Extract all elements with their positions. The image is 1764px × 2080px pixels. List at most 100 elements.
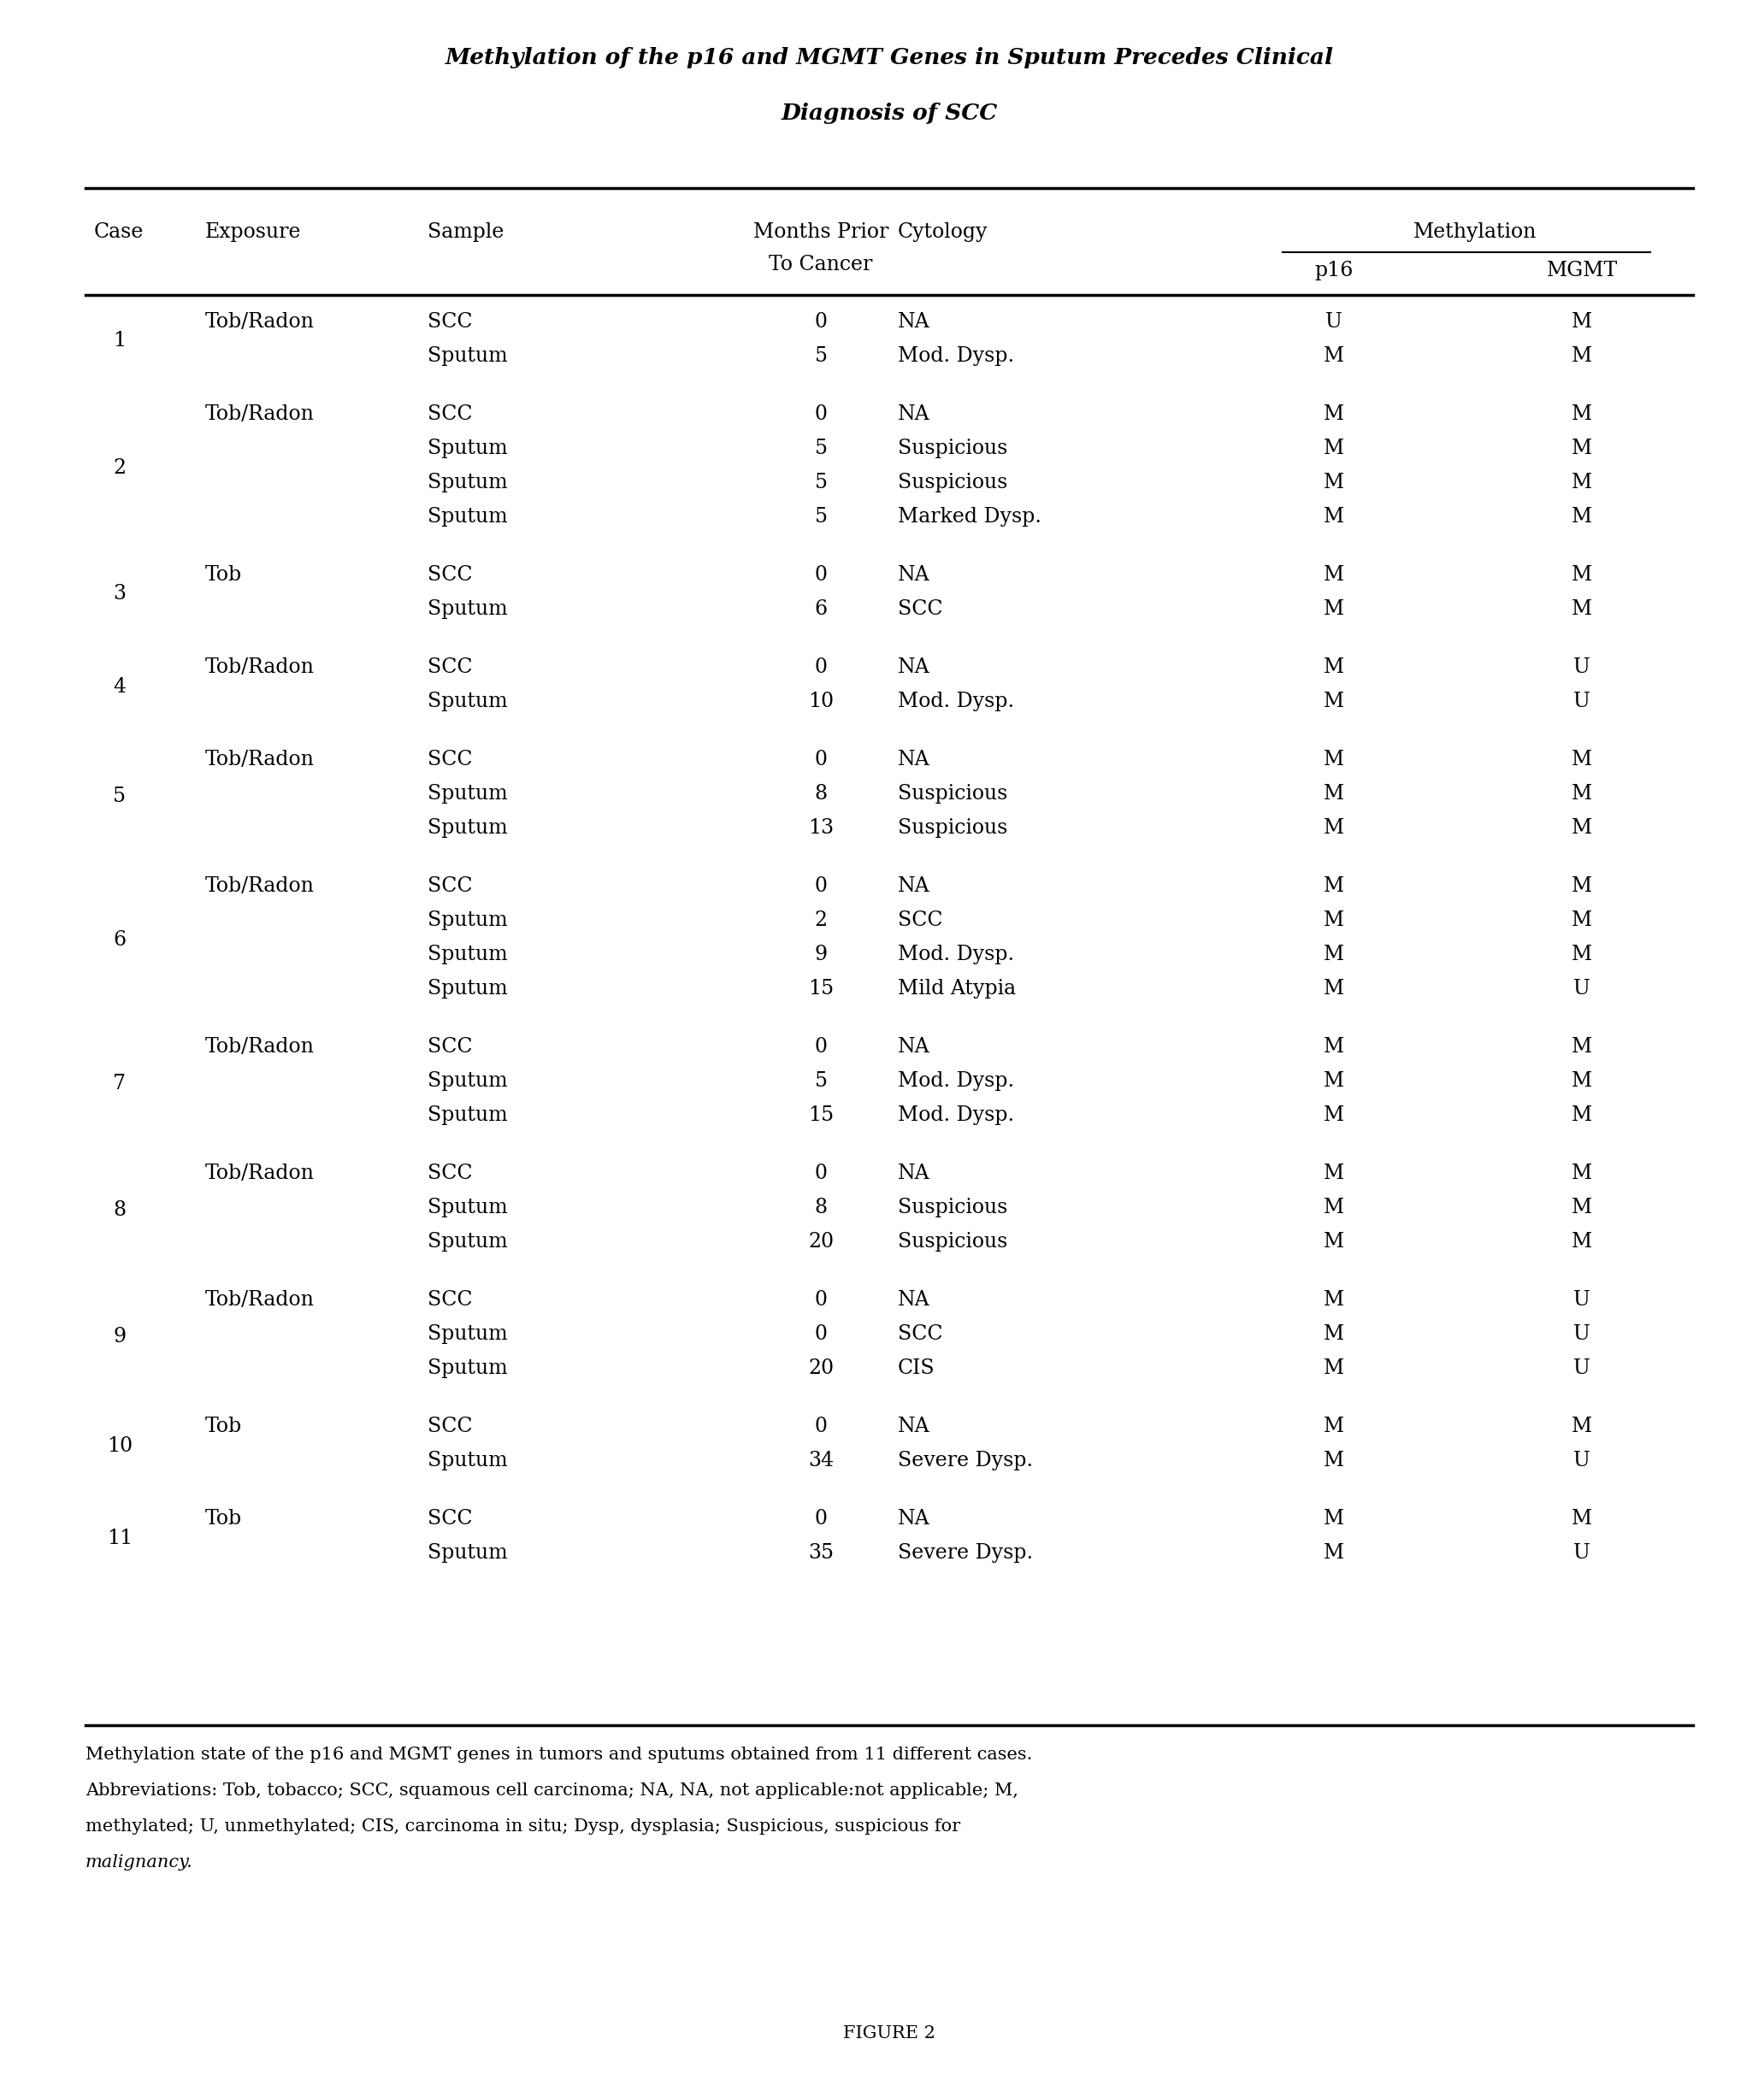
Text: M: M — [1572, 312, 1593, 331]
Text: SCC: SCC — [427, 312, 473, 331]
Text: Sputum: Sputum — [427, 472, 508, 493]
Text: NA: NA — [898, 566, 930, 584]
Text: NA: NA — [898, 312, 930, 331]
Text: Sputum: Sputum — [427, 911, 508, 930]
Text: Abbreviations: Tob, tobacco; SCC, squamous cell carcinoma; NA, NA, not applicabl: Abbreviations: Tob, tobacco; SCC, squamo… — [85, 1783, 1018, 1799]
Text: 20: 20 — [808, 1358, 834, 1379]
Text: SCC: SCC — [427, 1038, 473, 1057]
Text: M: M — [1572, 784, 1593, 803]
Text: Suspicious: Suspicious — [898, 472, 1007, 493]
Text: 8: 8 — [815, 1198, 827, 1217]
Text: M: M — [1323, 1038, 1344, 1057]
Text: NA: NA — [898, 657, 930, 678]
Text: 6: 6 — [113, 930, 127, 948]
Text: Sputum: Sputum — [427, 1325, 508, 1344]
Text: SCC: SCC — [427, 1163, 473, 1184]
Text: M: M — [1323, 1358, 1344, 1379]
Text: M: M — [1572, 1198, 1593, 1217]
Text: M: M — [1323, 1198, 1344, 1217]
Text: Marked Dysp.: Marked Dysp. — [898, 508, 1041, 526]
Text: 0: 0 — [815, 657, 827, 678]
Text: U: U — [1573, 693, 1591, 711]
Text: M: M — [1323, 657, 1344, 678]
Text: SCC: SCC — [427, 657, 473, 678]
Text: 0: 0 — [815, 566, 827, 584]
Text: M: M — [1323, 345, 1344, 366]
Text: U: U — [1325, 312, 1342, 331]
Text: 5: 5 — [815, 439, 827, 458]
Text: Tob/Radon: Tob/Radon — [205, 1290, 314, 1310]
Text: M: M — [1572, 944, 1593, 965]
Text: 0: 0 — [815, 749, 827, 770]
Text: Mod. Dysp.: Mod. Dysp. — [898, 944, 1014, 965]
Text: Tob/Radon: Tob/Radon — [205, 404, 314, 424]
Text: M: M — [1323, 749, 1344, 770]
Text: 20: 20 — [808, 1231, 834, 1252]
Text: NA: NA — [898, 749, 930, 770]
Text: M: M — [1572, 1104, 1593, 1125]
Text: NA: NA — [898, 404, 930, 424]
Text: Sample: Sample — [427, 223, 505, 241]
Text: M: M — [1323, 1450, 1344, 1471]
Text: malignancy.: malignancy. — [85, 1853, 192, 1870]
Text: Methylation state of the p16 and MGMT genes in tumors and sputums obtained from : Methylation state of the p16 and MGMT ge… — [85, 1747, 1032, 1764]
Text: 0: 0 — [815, 1163, 827, 1184]
Text: Tob: Tob — [205, 1508, 242, 1529]
Text: 8: 8 — [113, 1200, 127, 1219]
Text: Months Prior: Months Prior — [753, 223, 889, 241]
Text: 5: 5 — [815, 345, 827, 366]
Text: Suspicious: Suspicious — [898, 1231, 1007, 1252]
Text: U: U — [1573, 1543, 1591, 1562]
Text: 10: 10 — [108, 1435, 132, 1456]
Text: M: M — [1572, 1071, 1593, 1090]
Text: M: M — [1323, 439, 1344, 458]
Text: M: M — [1323, 944, 1344, 965]
Text: U: U — [1573, 1325, 1591, 1344]
Text: Sputum: Sputum — [427, 599, 508, 620]
Text: Severe Dysp.: Severe Dysp. — [898, 1450, 1034, 1471]
Text: 0: 0 — [815, 1508, 827, 1529]
Text: M: M — [1323, 817, 1344, 838]
Text: Suspicious: Suspicious — [898, 817, 1007, 838]
Text: Sputum: Sputum — [427, 944, 508, 965]
Text: Cytology: Cytology — [898, 223, 988, 241]
Text: 9: 9 — [113, 1327, 127, 1346]
Text: NA: NA — [898, 876, 930, 896]
Text: Sputum: Sputum — [427, 1543, 508, 1562]
Text: M: M — [1572, 404, 1593, 424]
Text: Sputum: Sputum — [427, 508, 508, 526]
Text: NA: NA — [898, 1163, 930, 1184]
Text: Sputum: Sputum — [427, 817, 508, 838]
Text: U: U — [1573, 980, 1591, 998]
Text: 15: 15 — [808, 1104, 834, 1125]
Text: 35: 35 — [808, 1543, 834, 1562]
Text: M: M — [1323, 599, 1344, 620]
Text: Sputum: Sputum — [427, 693, 508, 711]
Text: 2: 2 — [113, 458, 127, 478]
Text: SCC: SCC — [427, 749, 473, 770]
Text: M: M — [1572, 508, 1593, 526]
Text: U: U — [1573, 657, 1591, 678]
Text: Exposure: Exposure — [205, 223, 302, 241]
Text: 4: 4 — [113, 676, 127, 697]
Text: M: M — [1323, 1543, 1344, 1562]
Text: M: M — [1323, 404, 1344, 424]
Text: Tob: Tob — [205, 1416, 242, 1437]
Text: Case: Case — [93, 223, 145, 241]
Text: 11: 11 — [108, 1529, 132, 1548]
Text: 9: 9 — [815, 944, 827, 965]
Text: M: M — [1572, 439, 1593, 458]
Text: M: M — [1572, 1163, 1593, 1184]
Text: M: M — [1572, 566, 1593, 584]
Text: M: M — [1323, 1231, 1344, 1252]
Text: M: M — [1323, 1325, 1344, 1344]
Text: Diagnosis of SCC: Diagnosis of SCC — [781, 102, 997, 125]
Text: Sputum: Sputum — [427, 439, 508, 458]
Text: M: M — [1572, 1231, 1593, 1252]
Text: Suspicious: Suspicious — [898, 1198, 1007, 1217]
Text: 34: 34 — [808, 1450, 834, 1471]
Text: Tob/Radon: Tob/Radon — [205, 876, 314, 896]
Text: p16: p16 — [1314, 260, 1353, 281]
Text: SCC: SCC — [898, 911, 942, 930]
Text: Tob: Tob — [205, 566, 242, 584]
